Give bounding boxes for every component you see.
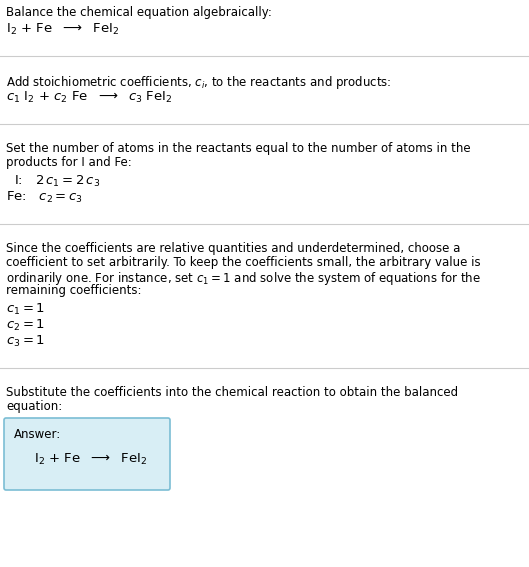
Text: $c_2 = 1$: $c_2 = 1$: [6, 318, 45, 333]
Text: products for I and Fe:: products for I and Fe:: [6, 156, 132, 169]
Text: coefficient to set arbitrarily. To keep the coefficients small, the arbitrary va: coefficient to set arbitrarily. To keep …: [6, 256, 481, 269]
Text: Substitute the coefficients into the chemical reaction to obtain the balanced: Substitute the coefficients into the che…: [6, 386, 458, 399]
Text: $c_1 = 1$: $c_1 = 1$: [6, 302, 45, 317]
Text: $c_3 = 1$: $c_3 = 1$: [6, 334, 45, 349]
Text: Set the number of atoms in the reactants equal to the number of atoms in the: Set the number of atoms in the reactants…: [6, 142, 471, 155]
Text: I:   $2\, c_1 = 2\, c_3$: I: $2\, c_1 = 2\, c_3$: [14, 174, 101, 189]
Text: Add stoichiometric coefficients, $c_i$, to the reactants and products:: Add stoichiometric coefficients, $c_i$, …: [6, 74, 391, 91]
Text: Fe:   $c_2 = c_3$: Fe: $c_2 = c_3$: [6, 190, 83, 205]
Text: equation:: equation:: [6, 400, 62, 413]
Text: Answer:: Answer:: [14, 428, 61, 441]
Text: ordinarily one. For instance, set $c_1 = 1$ and solve the system of equations fo: ordinarily one. For instance, set $c_1 =…: [6, 270, 481, 287]
Text: remaining coefficients:: remaining coefficients:: [6, 284, 141, 297]
FancyBboxPatch shape: [4, 418, 170, 490]
Text: Balance the chemical equation algebraically:: Balance the chemical equation algebraica…: [6, 6, 272, 19]
Text: Since the coefficients are relative quantities and underdetermined, choose a: Since the coefficients are relative quan…: [6, 242, 460, 255]
Text: $c_1$ I$_2$ + $c_2$ Fe  $\longrightarrow$  $c_3$ FeI$_2$: $c_1$ I$_2$ + $c_2$ Fe $\longrightarrow$…: [6, 90, 172, 105]
Text: I$_2$ + Fe  $\longrightarrow$  FeI$_2$: I$_2$ + Fe $\longrightarrow$ FeI$_2$: [34, 452, 147, 467]
Text: I$_2$ + Fe  $\longrightarrow$  FeI$_2$: I$_2$ + Fe $\longrightarrow$ FeI$_2$: [6, 22, 120, 37]
